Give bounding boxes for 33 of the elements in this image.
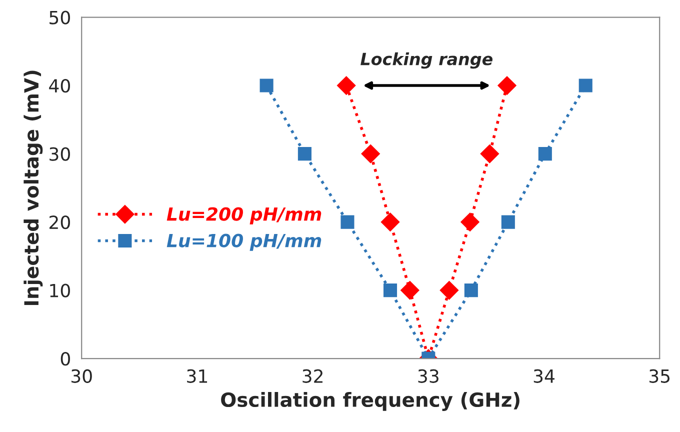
y-tick-label: 50 (50, 10, 70, 24)
point (361, 144, 380, 164)
point (260, 78, 274, 92)
point (464, 284, 478, 298)
y-tick-label: 0 (60, 352, 70, 366)
point (578, 78, 592, 92)
point (501, 215, 515, 229)
y-tick-label: 20 (50, 216, 70, 230)
y-tick-label: 40 (49, 78, 70, 93)
legend-label: Lu=200 pH/mm (166, 207, 322, 224)
point (440, 280, 459, 300)
point (498, 76, 516, 95)
annotation: Locking range (360, 52, 492, 69)
x-tick-label: 33 (418, 369, 438, 383)
x-tick-label: 35 (649, 369, 670, 383)
legend-label: Lu=100 pH/mm (166, 234, 322, 251)
y-tick-label: 10 (50, 284, 70, 298)
y-axis-title: Injected voltage (mV) (24, 70, 43, 305)
point (460, 212, 480, 232)
x-tick-label: 32 (302, 369, 322, 383)
point (340, 215, 354, 229)
x-tick-label: 31 (187, 369, 208, 383)
x-axis-title: Oscillation frequency (GHz) (221, 392, 520, 411)
point (383, 284, 398, 298)
x-tick-label: 34 (534, 369, 554, 383)
point (538, 147, 552, 161)
point (298, 147, 312, 161)
point (400, 280, 420, 300)
y-tick-label: 30 (50, 147, 70, 161)
point (480, 144, 500, 164)
point (336, 76, 356, 95)
x-tick-label: 30 (71, 369, 92, 383)
point (380, 212, 400, 232)
